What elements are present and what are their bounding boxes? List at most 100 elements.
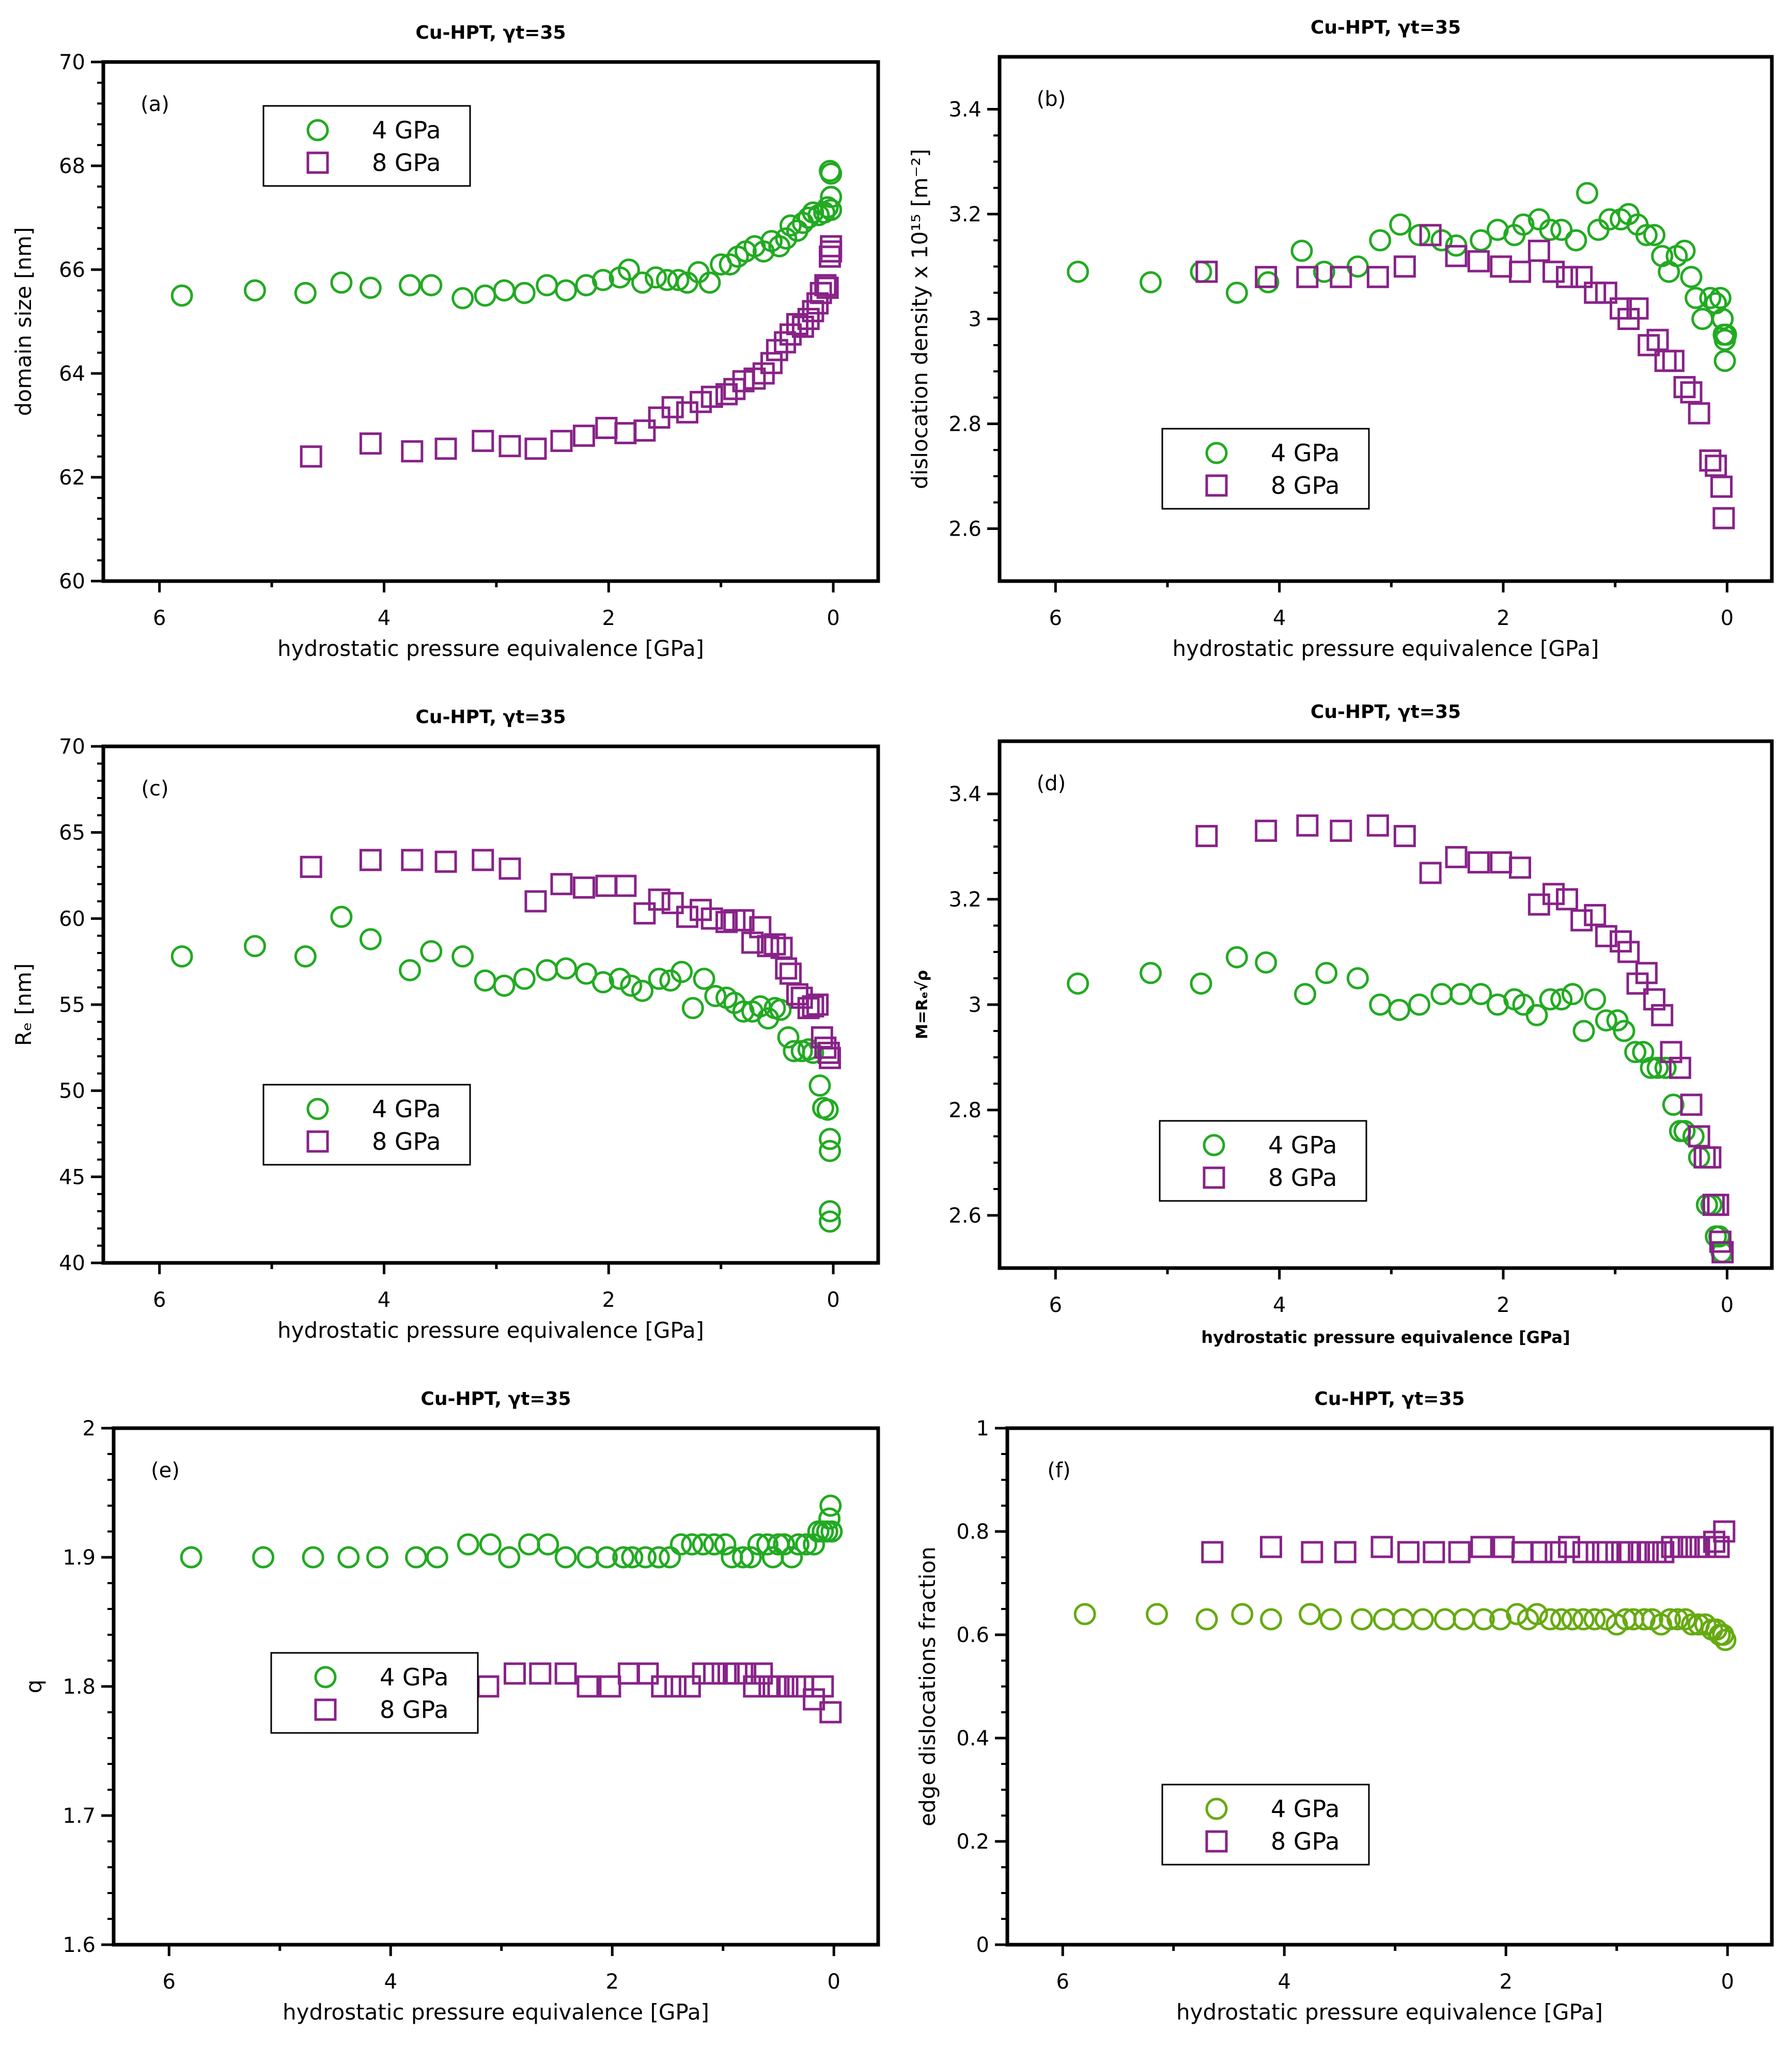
data-point-square <box>300 855 322 878</box>
legend-entry-label: 8 GPa <box>1268 1164 1337 1192</box>
data-point-square <box>816 276 839 299</box>
data-point-square <box>1707 1536 1730 1558</box>
data-point-circle <box>1369 229 1392 252</box>
data-point-circle <box>1472 1608 1495 1631</box>
data-point-circle <box>1525 1603 1548 1625</box>
y-tick-label: 65 <box>59 821 85 845</box>
data-point-circle <box>1711 308 1734 330</box>
data-point-circle <box>820 162 843 185</box>
data-point-circle <box>513 967 536 990</box>
data-point-circle <box>704 984 727 1007</box>
series-4-gpa <box>170 905 842 1233</box>
data-point-square <box>498 857 521 880</box>
data-point-circle <box>1674 1608 1697 1631</box>
data-point-square <box>751 1662 773 1685</box>
panel-label: (d) <box>1037 772 1066 795</box>
data-point-square <box>599 1675 621 1698</box>
chart-title: Cu-HPT, γt=35 <box>415 707 566 728</box>
data-point-square <box>1570 909 1593 932</box>
series-4-gpa <box>170 160 843 309</box>
legend-marker-square <box>1205 474 1228 497</box>
data-point-circle <box>1572 1608 1595 1631</box>
y-axis-label: edge dislocations fraction <box>915 1546 940 1826</box>
data-point-circle <box>1550 218 1573 241</box>
data-point-circle <box>819 1128 842 1150</box>
data-point-square <box>1699 1146 1722 1169</box>
x-axis-label: hydrostatic pressure equivalence [GPa] <box>1173 636 1599 661</box>
data-point-square <box>760 352 783 374</box>
data-point-square <box>786 313 808 336</box>
data-point-circle <box>1539 988 1562 1011</box>
data-point-circle <box>398 274 421 296</box>
legend-marker-circle <box>1205 1797 1228 1820</box>
legend-entry-label: 8 GPa <box>372 149 441 177</box>
data-point-circle <box>1140 962 1162 984</box>
y-tick-label: 64 <box>59 362 85 386</box>
data-point-square <box>1467 851 1490 874</box>
y-tick-label: 60 <box>59 907 85 931</box>
data-point-square <box>809 282 832 304</box>
data-point-circle <box>1640 1056 1662 1079</box>
data-point-circle <box>555 957 578 980</box>
data-point-square <box>1617 941 1640 963</box>
data-point-circle <box>692 1533 714 1556</box>
y-tick-label: 68 <box>59 154 85 178</box>
y-tick-label: 70 <box>59 51 85 74</box>
data-point-circle <box>1512 993 1535 1016</box>
y-tick-label: 0.6 <box>956 1623 989 1647</box>
data-point-square <box>664 1675 687 1698</box>
x-tick-label: 4 <box>1273 606 1286 630</box>
data-point-circle <box>777 1026 800 1049</box>
data-point-square <box>1393 825 1416 848</box>
data-point-square <box>576 1675 599 1698</box>
data-point-circle <box>818 1507 841 1530</box>
data-point-circle <box>631 271 653 294</box>
data-point-square <box>812 1675 834 1698</box>
data-point-circle <box>634 1546 657 1569</box>
data-point-square <box>1296 265 1319 288</box>
x-tick-label: 6 <box>1056 1970 1069 1994</box>
data-point-square <box>1296 814 1319 837</box>
y-tick-label: 3 <box>969 308 981 332</box>
y-tick-label: 50 <box>59 1080 85 1103</box>
data-point-square <box>661 396 684 418</box>
data-point-square <box>651 1675 674 1698</box>
x-tick-label: 4 <box>1273 1293 1286 1317</box>
data-point-circle <box>1681 1613 1704 1636</box>
x-tick-label: 4 <box>378 1288 391 1312</box>
data-point-square <box>503 1662 526 1685</box>
data-point-circle <box>1584 988 1607 1011</box>
data-point-circle <box>1225 282 1248 304</box>
x-tick-label: 4 <box>384 1970 397 1994</box>
data-point-square <box>572 425 595 447</box>
chart-panel-c: Cu-HPT, γt=35 (c) 6 4 2 0 40 45 50 55 60 65 70 hydros… <box>11 707 880 1343</box>
data-point-circle <box>1685 287 1707 309</box>
data-point-circle <box>719 253 741 276</box>
data-point-square <box>1680 1093 1703 1116</box>
data-point-circle <box>1140 271 1162 293</box>
data-point-square <box>819 1701 842 1724</box>
data-point-circle <box>180 1546 202 1569</box>
data-point-circle <box>1430 229 1453 252</box>
data-point-square <box>1557 1536 1580 1558</box>
data-point-circle <box>366 1546 388 1569</box>
data-point-circle <box>775 227 798 250</box>
data-point-square <box>1366 265 1389 288</box>
y-tick-label: 2.6 <box>948 1204 981 1228</box>
data-point-square <box>732 909 755 932</box>
data-point-circle <box>1646 1056 1669 1079</box>
x-tick-label: 2 <box>1497 1293 1509 1317</box>
series-8-gpa <box>1195 224 1735 529</box>
series-8-gpa <box>300 235 843 468</box>
x-tick-label: 2 <box>602 606 615 630</box>
data-point-circle <box>1067 972 1089 995</box>
data-point-square <box>1528 240 1550 262</box>
y-tick-label: 2.6 <box>948 518 981 541</box>
data-point-circle <box>1539 218 1562 241</box>
data-point-circle <box>714 1533 737 1556</box>
data-point-circle <box>1470 983 1492 1006</box>
x-tick-label: 0 <box>1721 606 1734 630</box>
data-point-circle <box>1550 1608 1572 1631</box>
data-point-square <box>359 849 382 871</box>
legend-entry-label: 8 GPa <box>380 1696 448 1724</box>
